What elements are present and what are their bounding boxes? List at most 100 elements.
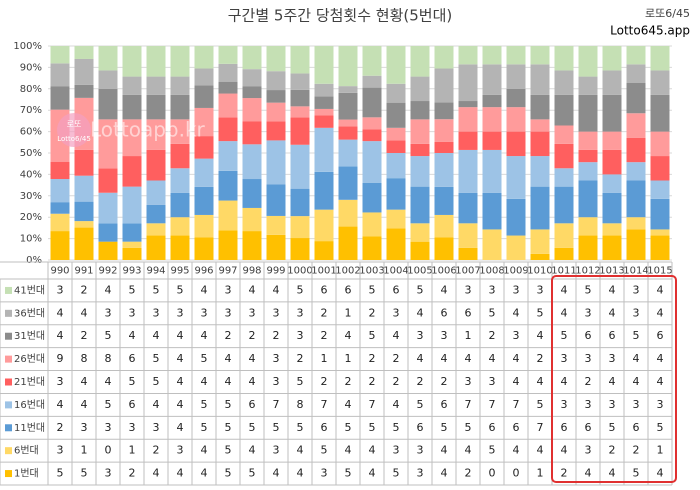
bar-segment [530,119,550,132]
table-cell: 5 [177,283,184,296]
bar-segment [314,46,334,84]
legend-swatch [5,401,12,409]
table-cell: 3 [249,306,256,319]
brand-url: Lotto645.app [610,24,690,38]
bar-segment [74,201,94,222]
bar-segment [290,73,310,90]
table-cell: 4 [561,306,568,319]
bar-segment [218,141,238,171]
table-cell: 4 [345,329,352,342]
table-cell: 6 [513,421,520,434]
bar-segment [242,98,262,122]
bar-segment [578,162,598,181]
bar-segment [602,192,622,224]
bar-segment [242,207,262,232]
legend-swatch [5,332,12,340]
table-cell: 4 [417,352,424,365]
table-cell: 5 [225,467,232,480]
table-cell: 2 [57,421,64,434]
bar-segment [98,223,118,242]
table-cell: 6 [489,421,496,434]
bar-segment [122,223,142,242]
x-tick-label: 995 [170,266,189,277]
table-cell: 3 [633,306,640,319]
legend-swatch [5,309,12,317]
table-cell: 5 [105,398,112,411]
table-cell: 3 [489,375,496,388]
x-tick-label: 993 [122,266,141,277]
bar-segment [602,70,622,95]
table-cell: 3 [417,467,424,480]
table-cell: 3 [609,398,616,411]
bar-segment [50,86,70,110]
table-cell: 4 [201,375,208,388]
bar-segment [314,171,334,210]
table-cell: 4 [393,398,400,411]
bar-segment [410,186,430,224]
bar-segment [50,202,70,214]
bar-segment [122,186,142,224]
bar-segment [506,107,526,132]
table-cell: 4 [57,306,64,319]
table-cell: 5 [345,421,352,434]
y-tick-label: 80% [20,84,42,95]
table-cell: 3 [81,421,88,434]
table-cell: 4 [441,444,448,457]
table-cell: 6 [129,398,136,411]
bar-segment [434,186,454,215]
bar-segment [530,46,550,65]
bar-segment [290,238,310,260]
legend-swatch [5,286,12,294]
bar-segment [194,85,214,108]
table-cell: 4 [345,398,352,411]
bar-segment [98,119,118,169]
table-cell: 1 [657,444,664,457]
bar-segment [626,137,646,163]
table-cell: 6 [345,283,352,296]
bar-segment [386,140,406,153]
x-tick-label: 1000 [287,266,312,277]
bar-segment [98,168,118,193]
table-cell: 5 [393,467,400,480]
table-cell: 3 [513,329,520,342]
table-cell: 3 [417,444,424,457]
table-cell: 4 [273,283,280,296]
table-cell: 3 [657,398,664,411]
bar-segment [50,213,70,232]
table-cell: 4 [537,444,544,457]
watermark: Lotto6/45 [57,135,91,143]
table-cell: 5 [345,467,352,480]
bar-segment [386,228,406,260]
bar-segment [650,131,670,157]
bar-segment [362,129,382,142]
bar-segment [602,223,622,236]
table-cell: 4 [177,375,184,388]
bar-segment [554,70,574,95]
bar-segment [530,156,550,187]
table-cell: 6 [441,306,448,319]
x-tick-label: 992 [98,266,117,277]
bar-segment [266,140,286,185]
table-cell: 3 [273,444,280,457]
bar-segment [458,101,478,108]
bar-segment [602,149,622,175]
bar-segment [578,94,598,132]
table-cell: 4 [177,421,184,434]
table-cell: 2 [273,329,280,342]
table-cell: 2 [585,375,592,388]
legend-swatch [5,470,12,478]
table-cell: 4 [225,352,232,365]
table-cell: 5 [201,352,208,365]
table-cell: 4 [201,329,208,342]
bar-segment [410,241,430,260]
table-cell: 3 [585,398,592,411]
table-cell: 4 [441,283,448,296]
legend-label: 26번대 [14,353,45,365]
x-tick-label: 991 [74,266,93,277]
table-cell: 4 [609,375,616,388]
watermark-logo [57,113,91,147]
bar-segment [386,102,406,128]
table-cell: 4 [105,283,112,296]
x-tick-label: 1006 [431,266,456,277]
bar-segment [482,46,502,65]
